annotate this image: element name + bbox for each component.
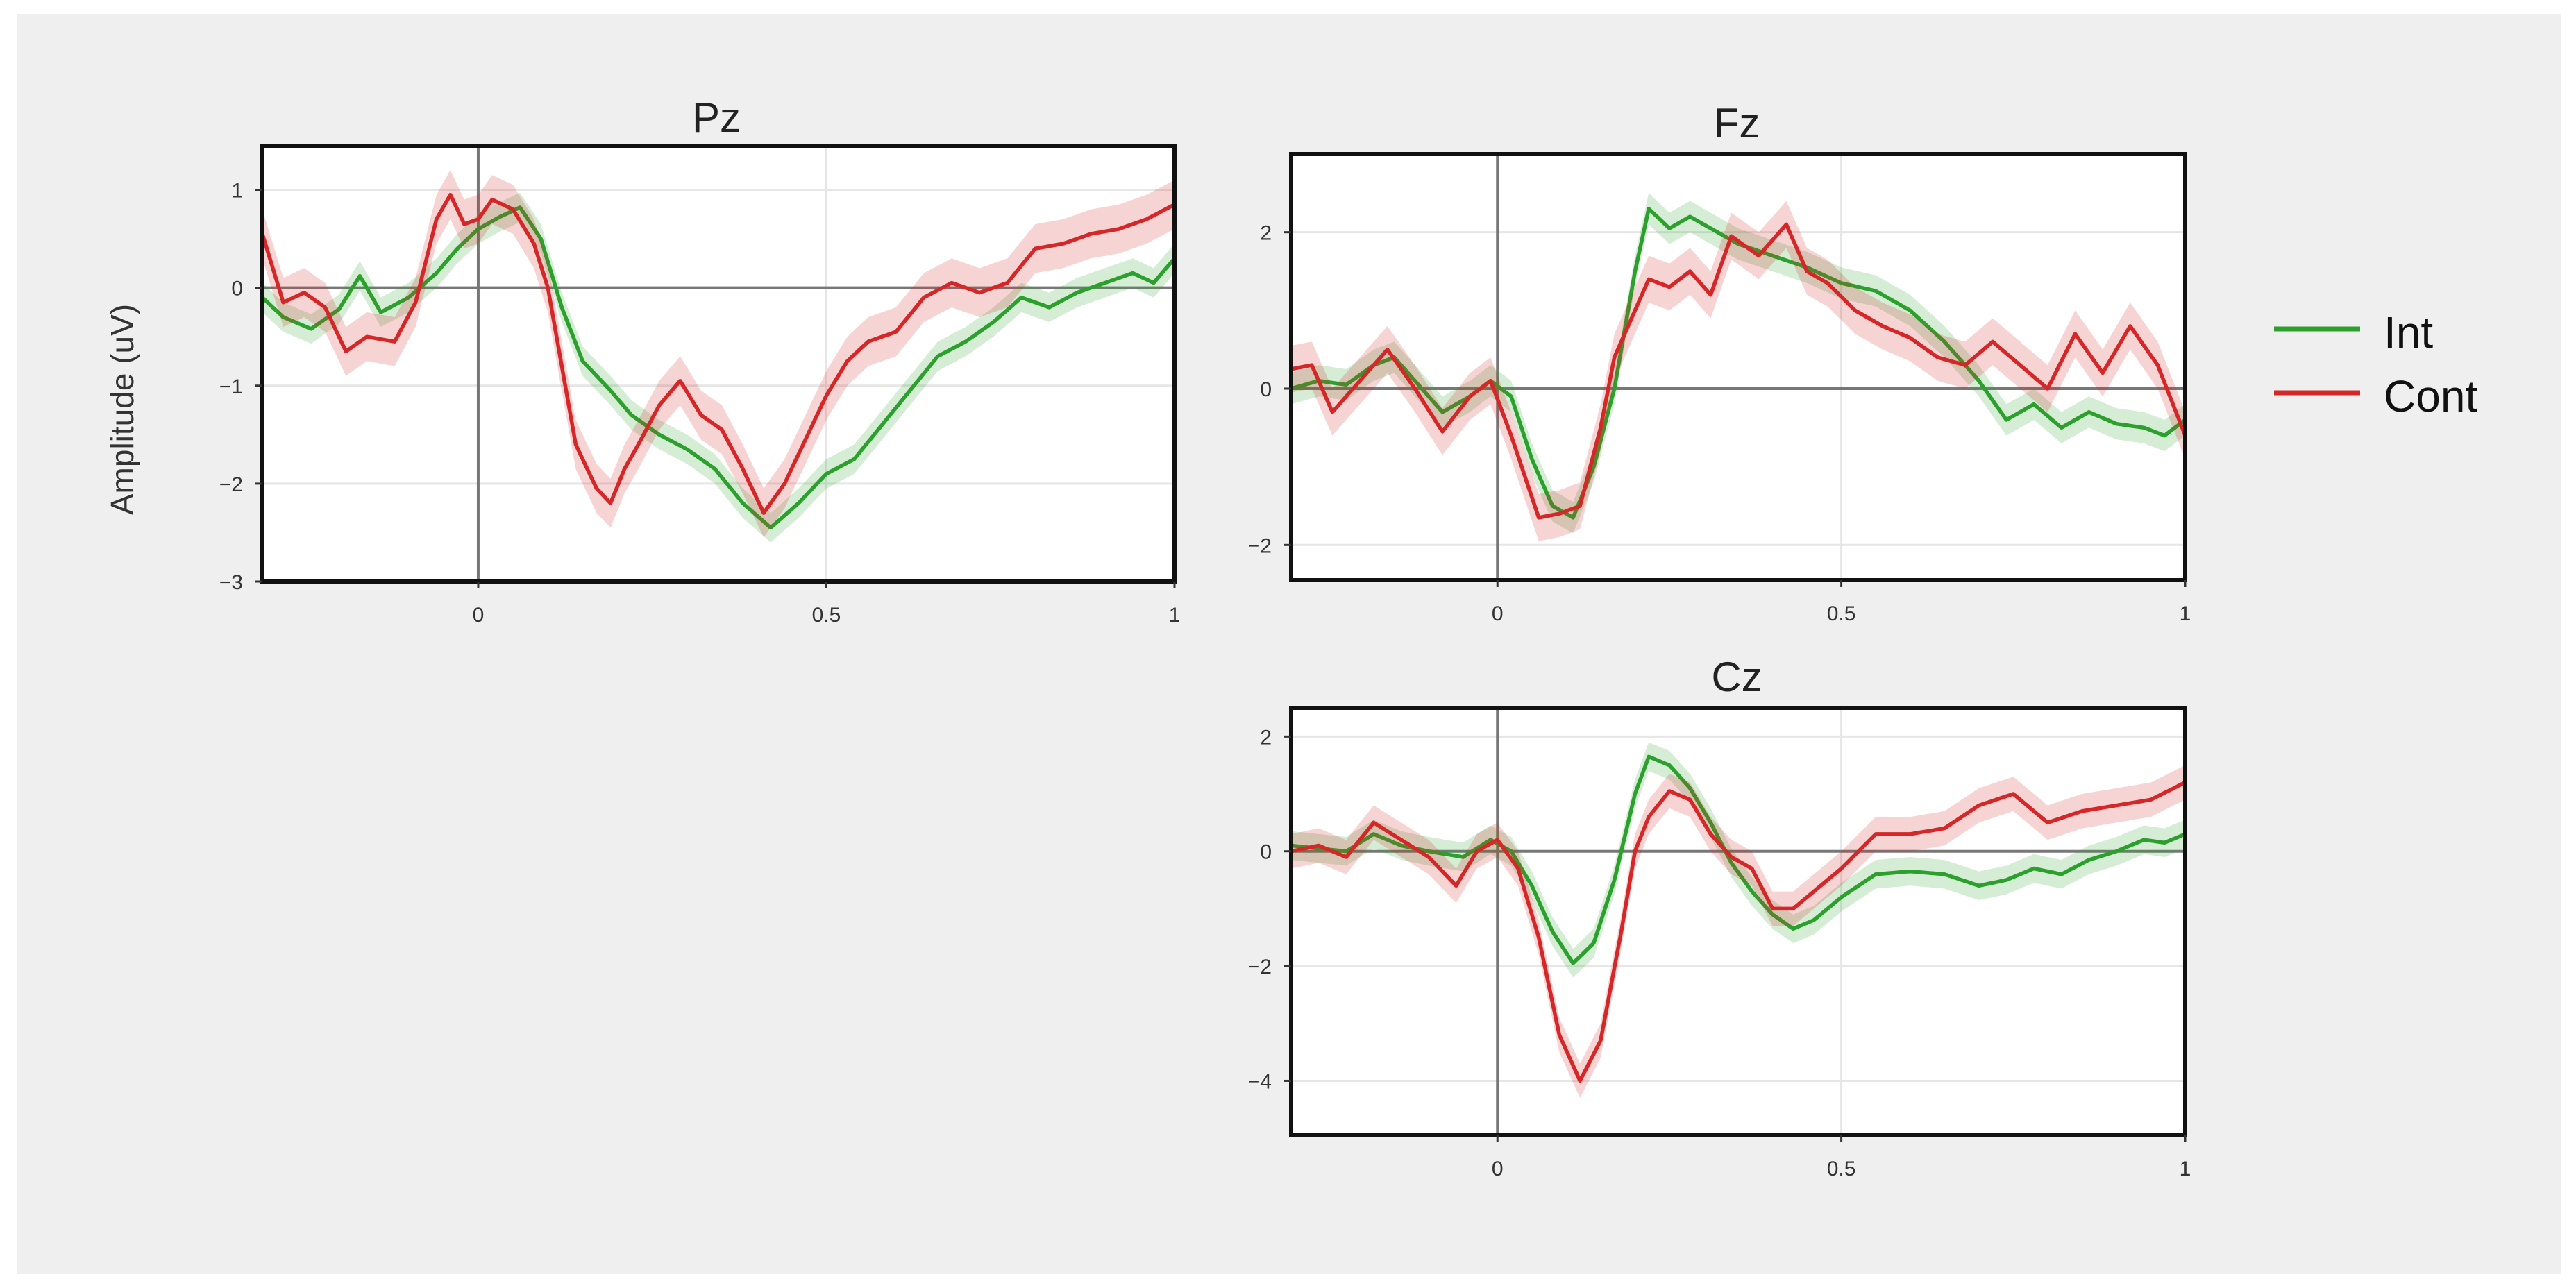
y-tick-label: 0	[231, 278, 243, 300]
y-tick-label: −2	[1248, 534, 1272, 557]
y-axis-label: Amplitude (uV)	[104, 304, 140, 515]
y-tick-label: 1	[231, 180, 243, 203]
y-tick-label: −2	[1248, 956, 1272, 978]
panel-fz: 0 0.5 1 −2 0 2	[1248, 152, 2191, 625]
x-tick-label: 1	[2180, 602, 2191, 625]
panel-cz: 0 0.5 1 −4 −2 0 2	[1248, 706, 2191, 1180]
x-tick-label: 0.5	[1827, 1158, 1856, 1180]
panel-pz: 0 0.5 1 −3 −2 −1 0 1	[219, 144, 1181, 627]
plot-area-pz	[262, 146, 1175, 582]
x-tick-label: 0	[1492, 1158, 1504, 1180]
plot-frame-cz	[1289, 706, 2187, 1137]
legend-label-int: Int	[2384, 307, 2433, 357]
x-tick-label: 0	[473, 604, 485, 627]
plot-frame-fz	[1289, 152, 2187, 582]
confidence-band-cont	[1291, 201, 2185, 541]
y-tick-label: −4	[1248, 1070, 1272, 1093]
x-tick-label: 1	[2180, 1158, 2191, 1180]
x-tick-label: 1	[1169, 604, 1181, 627]
legend-label-cont: Cont	[2384, 371, 2477, 421]
x-tick-label: 0	[1492, 602, 1504, 625]
x-tick-label: 0.5	[1827, 602, 1856, 625]
y-tick-label: 2	[1260, 726, 1272, 749]
y-tick-label: −3	[219, 571, 243, 594]
confidence-band-cont	[1291, 765, 2185, 1099]
confidence-band-cont	[262, 170, 1175, 538]
y-tick-label: 2	[1260, 222, 1272, 245]
series-line-cont	[262, 192, 1175, 515]
series-line-cont	[1291, 781, 2185, 1083]
series-line-int	[262, 205, 1175, 530]
plot-area-fz	[1291, 154, 2185, 580]
y-tick-label: 0	[1260, 378, 1272, 401]
y-tick-label: 0	[1260, 841, 1272, 864]
plot-frame-pz	[260, 144, 1177, 584]
series-line-int	[1291, 207, 2185, 520]
series-line-int	[1291, 754, 2185, 965]
x-tick-label: 0.5	[812, 604, 841, 627]
y-tick-label: −1	[219, 375, 243, 398]
panel-title-cz: Cz	[1711, 654, 1762, 700]
series-line-cont	[1291, 222, 2185, 520]
panel-title-fz: Fz	[1714, 100, 1760, 146]
panel-title-pz: Pz	[692, 94, 741, 141]
plot-area-cz	[1291, 708, 2185, 1135]
y-tick-label: −2	[219, 473, 243, 496]
legend: Int Cont	[2274, 307, 2477, 421]
